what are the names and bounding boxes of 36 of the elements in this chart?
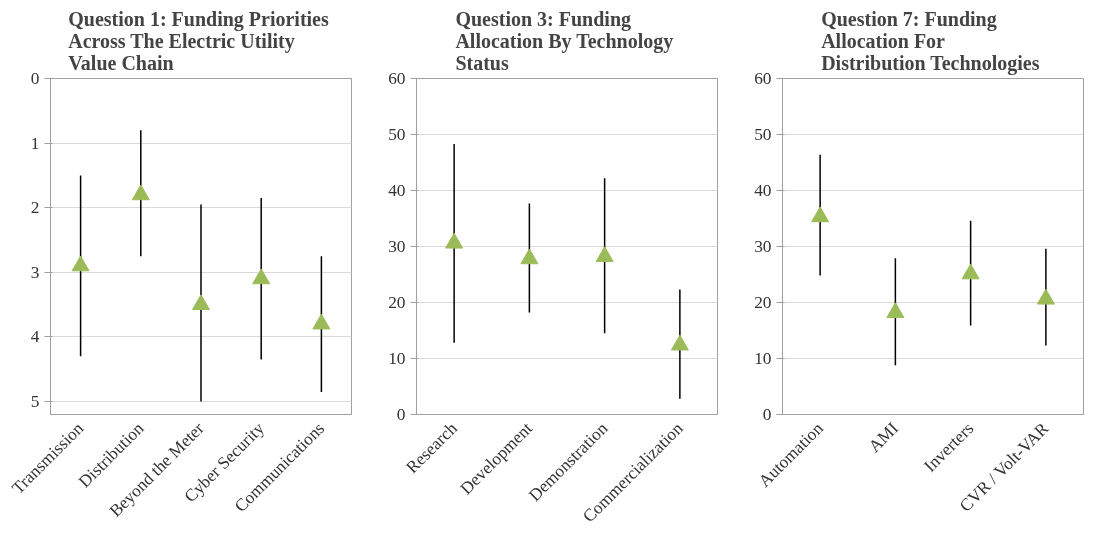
point: [811, 206, 830, 223]
point: [71, 255, 90, 272]
chart-title: Question 3: Funding Allocation By Technology Status: [455, 7, 674, 74]
point: [1036, 288, 1055, 305]
y-tick-label: 30: [754, 237, 772, 256]
chart-title: Question 1: Funding Priorities Across The Electric Utility Value Chain: [68, 7, 329, 74]
y-tick-label: 10: [754, 349, 772, 368]
y-tick-label: 10: [388, 349, 406, 368]
y-tick-label: 40: [754, 181, 772, 200]
y-tick-label: 20: [388, 293, 406, 312]
y-tick-label: 0: [396, 405, 406, 424]
y-tick-label: 4: [30, 327, 40, 347]
y-tick-label: 20: [754, 293, 772, 312]
point: [520, 248, 539, 265]
y-tick-label: 60: [754, 69, 772, 88]
point: [192, 294, 210, 311]
y-tick-label: 0: [30, 69, 40, 88]
point: [595, 246, 614, 262]
chart-title: Question 7: Funding Allocation For Distribution Technologies: [821, 7, 1040, 75]
point: [445, 232, 464, 249]
point: [131, 184, 150, 201]
point: [886, 302, 905, 318]
y-tick-label: 60: [388, 69, 406, 88]
point: [670, 334, 689, 351]
y-tick-label: 50: [388, 125, 406, 144]
y-tick-label: 40: [388, 181, 406, 200]
y-tick-label: 3: [30, 262, 40, 282]
point: [961, 263, 980, 280]
point: [252, 268, 271, 285]
y-tick-label: 30: [388, 237, 406, 256]
y-tick-label: 0: [762, 405, 772, 424]
y-tick-label: 2: [30, 198, 40, 218]
y-tick-label: 5: [30, 392, 40, 412]
point: [312, 313, 331, 330]
y-tick-label: 50: [754, 125, 772, 144]
y-tick-label: 1: [30, 133, 40, 153]
